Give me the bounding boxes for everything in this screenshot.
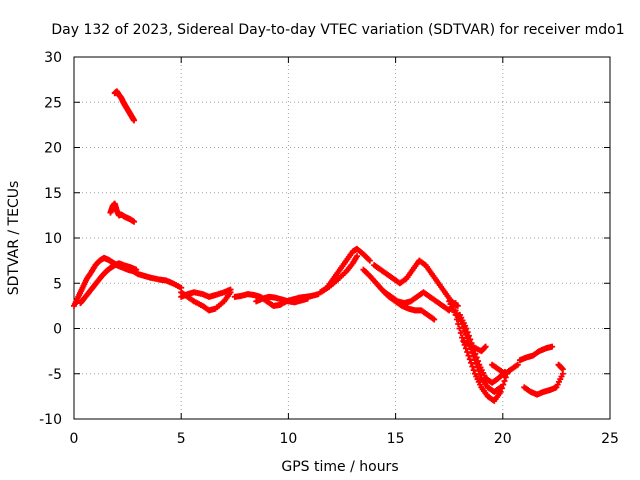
grid-lines — [74, 57, 610, 419]
data-point — [468, 359, 475, 366]
data-point — [559, 366, 566, 373]
data-point — [549, 343, 556, 350]
series-early-rise-b — [77, 260, 140, 307]
data-point — [459, 334, 466, 341]
y-tick-label: 30 — [44, 50, 62, 66]
series-early-rise-a — [71, 254, 185, 309]
data-point — [464, 329, 471, 336]
data-point — [133, 266, 140, 273]
series-steep-drop-c — [456, 311, 508, 386]
x-tick-label: 10 — [279, 431, 297, 447]
data-point — [131, 218, 138, 225]
series-late-a — [489, 361, 521, 377]
data-points — [71, 88, 566, 404]
series-post-peak-c — [381, 289, 459, 314]
data-point — [472, 350, 479, 357]
data-point — [501, 377, 508, 384]
data-point — [465, 352, 472, 359]
data-point — [514, 361, 521, 368]
data-point — [354, 253, 361, 260]
data-point — [462, 345, 469, 352]
series-steep-drop-b — [452, 307, 504, 395]
chart-title: Day 132 of 2023, Sidereal Day-to-day VTE… — [51, 22, 624, 38]
data-point — [474, 358, 481, 365]
series-plateau-b — [178, 286, 234, 300]
x-tick-label: 5 — [177, 431, 186, 447]
data-point — [477, 371, 484, 378]
data-point — [227, 286, 234, 293]
data-point — [497, 384, 504, 391]
data-point — [465, 332, 472, 339]
y-axis-label: SDTVAR / TECUs — [6, 181, 22, 296]
data-point — [475, 368, 482, 375]
series-spike-upper — [111, 88, 138, 124]
series-plateau-a — [178, 289, 234, 314]
data-point — [452, 300, 459, 307]
data-point — [467, 336, 474, 343]
y-tick-label: -10 — [39, 412, 62, 428]
data-point — [469, 363, 476, 370]
data-point — [431, 316, 438, 323]
series-late-e — [461, 339, 489, 355]
x-tick-label: 20 — [494, 431, 512, 447]
data-point — [457, 330, 464, 337]
y-tick-label: 20 — [44, 141, 62, 157]
y-tick-label: 5 — [53, 276, 62, 292]
x-tick-label: 15 — [387, 431, 405, 447]
y-tick-label: 10 — [44, 231, 62, 247]
data-point — [304, 295, 311, 302]
data-point — [456, 325, 463, 332]
data-point — [466, 356, 473, 363]
data-point — [473, 354, 480, 361]
data-point — [482, 343, 489, 350]
data-point — [470, 367, 477, 374]
data-point — [366, 257, 373, 264]
axis-ticks: 0 5 10 15 20 25 -10 -5 0 5 10 15 20 25 30 — [39, 50, 619, 447]
x-axis-label: GPS time / hours — [281, 459, 398, 475]
data-point — [464, 349, 471, 356]
y-tick-label: 25 — [44, 95, 62, 111]
series-late-c — [521, 370, 566, 398]
data-point — [463, 325, 470, 332]
y-tick-label: 15 — [44, 186, 62, 202]
y-tick-label: -5 — [48, 367, 62, 383]
y-tick-label: 0 — [53, 322, 62, 338]
series-spike-mid — [107, 200, 138, 225]
x-tick-label: 0 — [70, 431, 79, 447]
data-point — [131, 117, 138, 124]
series-mid-dip-b — [253, 293, 311, 306]
series-late-d — [555, 361, 566, 373]
x-tick-label: 25 — [601, 431, 619, 447]
series-rise-13h-b — [317, 253, 361, 296]
series-late-b — [516, 343, 556, 364]
